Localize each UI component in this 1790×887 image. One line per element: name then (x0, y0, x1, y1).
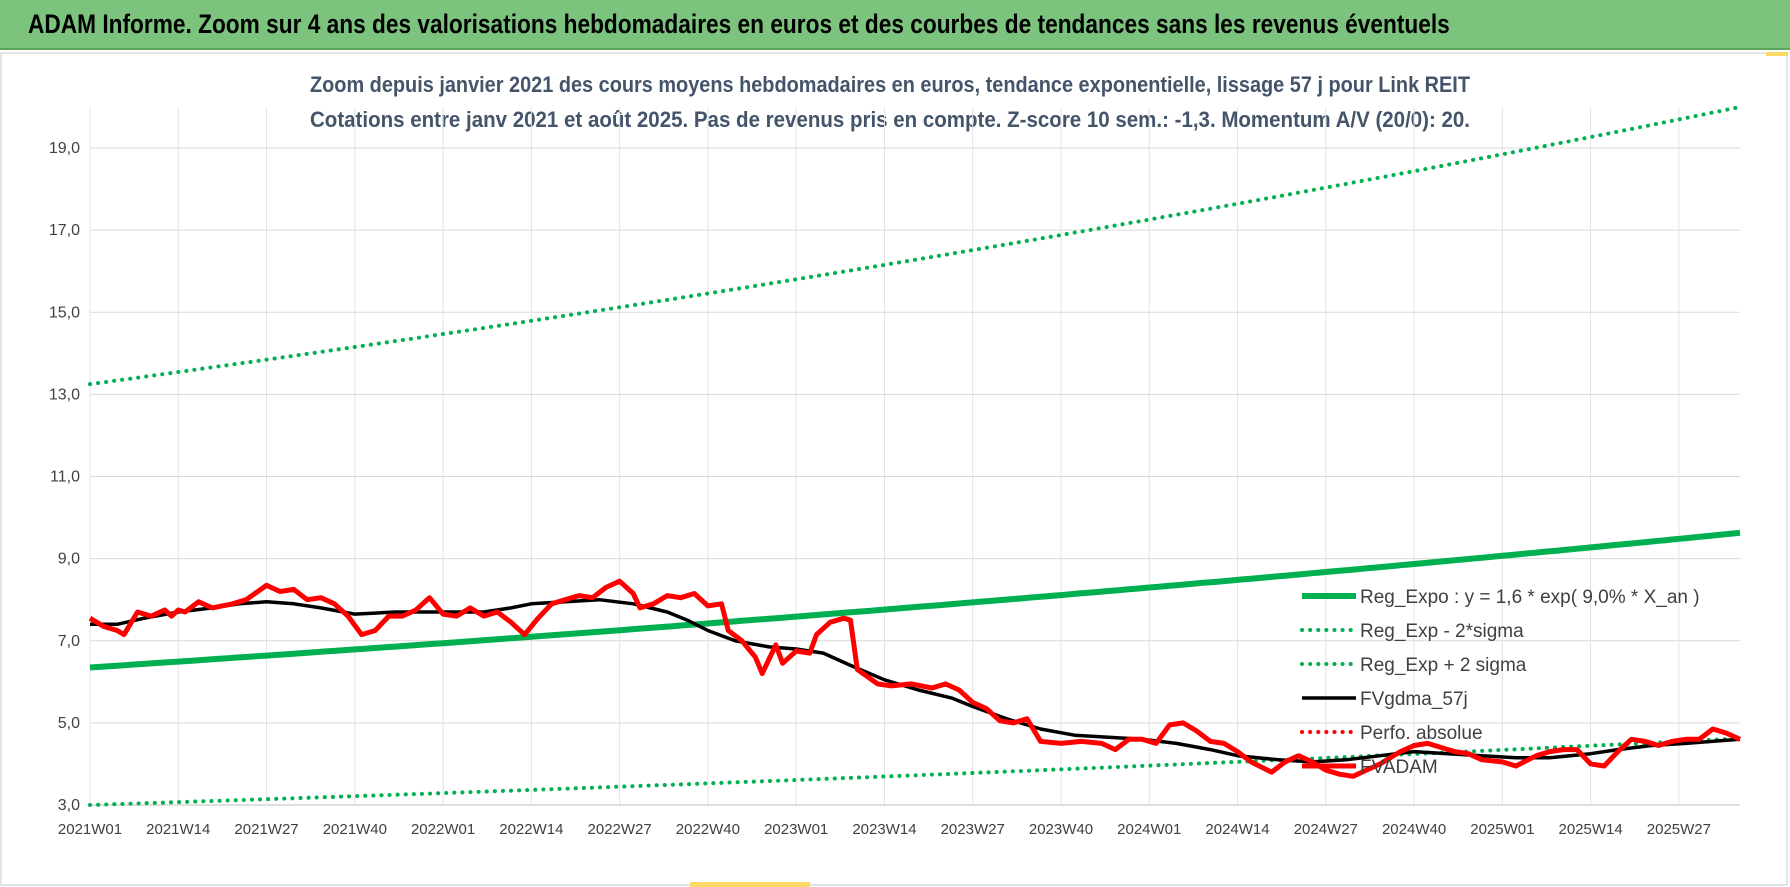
x-tick-label: 2022W01 (411, 821, 475, 838)
report-banner-title: ADAM Informe. Zoom sur 4 ans des valoris… (28, 9, 1450, 39)
legend-entry: Perfo. absolue (1360, 723, 1483, 744)
x-tick-label: 2022W40 (676, 821, 740, 838)
x-tick-label: 2023W14 (852, 821, 916, 838)
x-tick-label: 2025W27 (1647, 821, 1711, 838)
legend-entry: FVgdma_57j (1360, 689, 1468, 710)
y-tick-label: 7,0 (58, 633, 80, 650)
bottom-marker (690, 882, 810, 887)
y-tick-label: 15,0 (49, 304, 80, 321)
corner-marker (1766, 52, 1788, 56)
legend-entry: FVADAM (1360, 757, 1438, 778)
legend: Reg_Expo : y = 1,6 * exp( 9,0% * X_an ) R… (1300, 587, 1700, 778)
x-tick-label: 2023W01 (764, 821, 828, 838)
legend-entry: Reg_Expo : y = 1,6 * exp( 9,0% * X_an ) (1360, 587, 1700, 608)
upper-band-line (88, 105, 1742, 387)
x-tick-label: 2025W01 (1470, 821, 1534, 838)
x-tick-label: 2022W27 (588, 821, 652, 838)
y-tick-label: 17,0 (49, 222, 80, 239)
x-tick-label: 2022W14 (499, 821, 563, 838)
chart-area (0, 52, 1788, 886)
x-tick-label: 2021W40 (323, 821, 387, 838)
y-tick-label: 5,0 (58, 715, 80, 732)
report-banner: ADAM Informe. Zoom sur 4 ans des valoris… (0, 0, 1790, 50)
y-tick-label: 9,0 (58, 551, 80, 568)
x-tick-label: 2021W01 (58, 821, 122, 838)
line-chart: Zoom depuis janvier 2021 des cours moyen… (0, 52, 1788, 887)
legend-entry: Reg_Exp - 2*sigma (1360, 621, 1524, 642)
x-tick-label: 2024W40 (1382, 821, 1446, 838)
grid-lines (89, 107, 1740, 806)
y-tick-label: 13,0 (49, 386, 80, 403)
chart-title-line1: Zoom depuis janvier 2021 des cours moyen… (310, 72, 1471, 97)
y-tick-label: 3,0 (58, 797, 80, 814)
chart-title-line2: Cotations entre janv 2021 et août 2025. … (310, 107, 1470, 132)
series-lines (88, 105, 1742, 807)
x-tick-label: 2024W01 (1117, 821, 1181, 838)
trend-line (89, 529, 1741, 671)
y-tick-label: 19,0 (49, 140, 80, 157)
legend-entry: Reg_Exp + 2 sigma (1360, 655, 1527, 676)
x-tick-label: 2021W14 (146, 821, 210, 838)
x-tick-label: 2023W27 (941, 821, 1005, 838)
x-tick-label: 2024W27 (1294, 821, 1358, 838)
axis-ticks: 3,0 5,0 7,0 9,0 11,0 13,0 15,0 17,0 19,0 2021W01 2… (49, 140, 1711, 838)
x-tick-label: 2024W14 (1205, 821, 1269, 838)
y-tick-label: 11,0 (50, 469, 80, 486)
price-line (88, 578, 1742, 779)
smoothed-line (90, 597, 1741, 764)
x-tick-label: 2023W40 (1029, 821, 1093, 838)
x-tick-label: 2021W27 (234, 821, 298, 838)
x-tick-label: 2025W14 (1559, 821, 1623, 838)
